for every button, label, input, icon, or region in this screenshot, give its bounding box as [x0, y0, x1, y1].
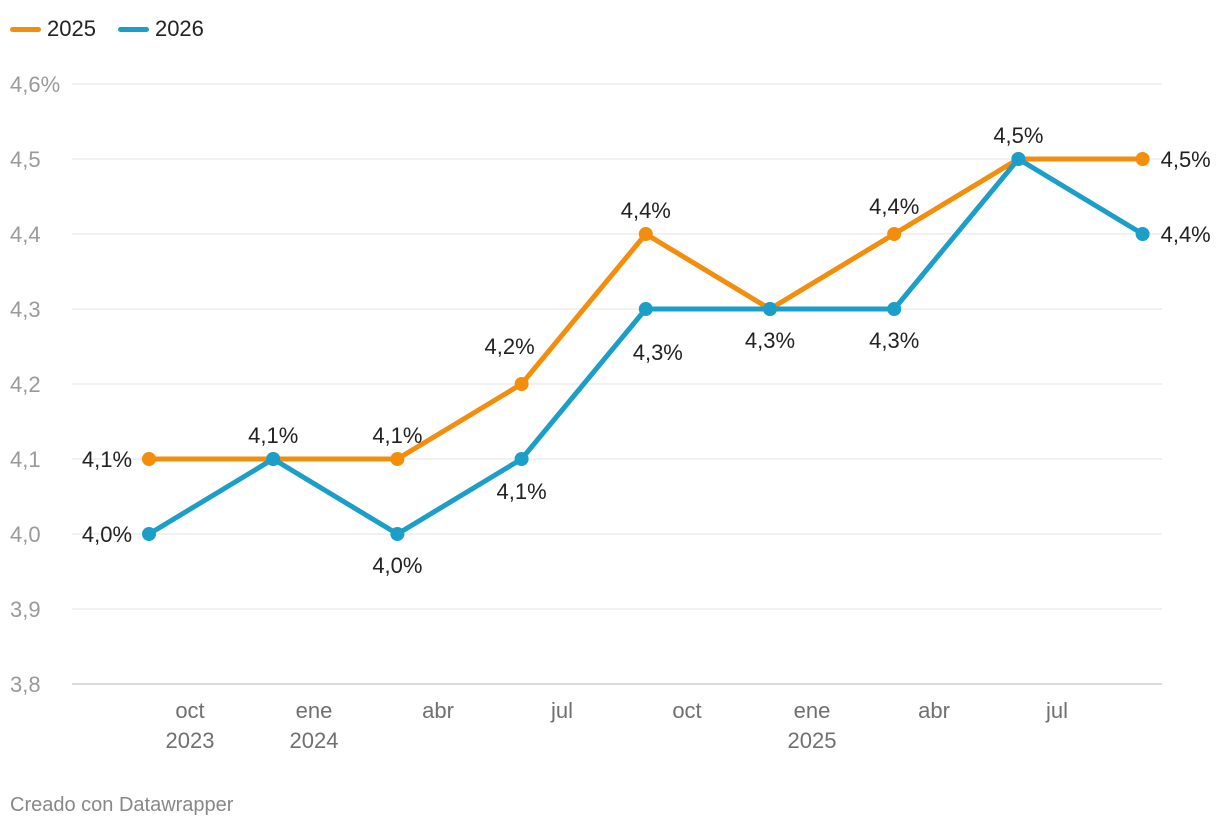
data-point-2026[interactable]: [266, 452, 281, 466]
y-tick-label: 4,1: [10, 447, 41, 472]
data-point-2025[interactable]: [390, 452, 405, 466]
y-tick-label: 3,9: [10, 597, 41, 622]
x-axis: oct 2023 ene 2024 abr jul oct ene 2025 abr jul: [166, 698, 1068, 753]
y-axis: 4,6% 4,5 4,4 4,3 4,2 4,1 4,0 3,9 3,8: [10, 72, 60, 697]
data-label-2025: 4,5%: [1161, 147, 1211, 172]
data-label-2025: 4,2%: [485, 334, 535, 359]
data-point-2025[interactable]: [1135, 152, 1150, 166]
data-point-2026[interactable]: [514, 452, 529, 466]
data-point-2025[interactable]: [887, 227, 902, 241]
legend-item-2025: 2025: [10, 16, 96, 42]
legend-label-2026: 2026: [154, 16, 204, 41]
data-label-2025: 4,1%: [82, 447, 132, 472]
data-label-2026: 4,3%: [869, 328, 919, 353]
data-point-2026[interactable]: [763, 302, 777, 316]
x-tick-month: ene: [794, 698, 831, 723]
data-point-2026[interactable]: [1011, 152, 1026, 166]
data-label-2026: 4,1%: [497, 479, 547, 504]
x-tick-month: ene: [296, 698, 333, 723]
data-label-2025: 4,4%: [621, 198, 671, 223]
data-label-2026: 4,0%: [82, 522, 132, 547]
data-point-2025[interactable]: [514, 377, 529, 391]
x-tick-month: jul: [550, 698, 573, 723]
data-point-2026[interactable]: [638, 302, 653, 316]
data-label-2026: 4,3%: [745, 328, 795, 353]
y-tick-label: 4,2: [10, 372, 41, 397]
y-tick-label: 4,5: [10, 147, 41, 172]
y-tick-label: 4,4: [10, 222, 41, 247]
data-point-2026[interactable]: [887, 302, 902, 316]
gridlines: [72, 83, 1162, 685]
data-label-2026: 4,0%: [372, 553, 422, 578]
data-point-2025[interactable]: [142, 452, 156, 466]
data-point-2026[interactable]: [390, 527, 405, 541]
x-tick-year: 2024: [290, 728, 339, 753]
footer-credit[interactable]: Creado con Datawrapper: [10, 794, 234, 816]
legend-swatch-2026: [117, 26, 149, 32]
y-tick-label: 4,3: [10, 297, 41, 322]
data-labels: 4,1% 4,1% 4,1% 4,2% 4,4% 4,4% 4,5% 4,5% 4,0% 4,0%…: [82, 123, 1211, 578]
x-tick-month: abr: [422, 698, 454, 723]
legend-label-2025: 2025: [47, 16, 96, 41]
x-tick-year: 2023: [166, 728, 215, 753]
data-label-2025: 4,1%: [372, 423, 422, 448]
data-label-2026: 4,4%: [1161, 222, 1211, 247]
legend-swatch-2025: [10, 26, 41, 32]
data-point-2026[interactable]: [142, 527, 156, 541]
data-label-2025: 4,4%: [869, 194, 919, 219]
x-tick-month: oct: [175, 698, 204, 723]
x-tick-year: 2025: [788, 728, 837, 753]
y-tick-label: 3,8: [10, 672, 41, 697]
x-tick-month: abr: [918, 698, 950, 723]
y-tick-label: 4,6%: [10, 72, 60, 97]
x-tick-month: oct: [672, 698, 701, 723]
data-label-2025: 4,1%: [248, 423, 298, 448]
data-point-2025[interactable]: [638, 227, 653, 241]
y-tick-label: 4,0: [10, 522, 41, 547]
data-label-2025: 4,5%: [993, 123, 1043, 148]
legend-item-2026: 2026: [117, 16, 204, 42]
data-point-2026[interactable]: [1135, 227, 1150, 241]
x-tick-month: jul: [1045, 698, 1068, 723]
chart-legend: 2025 2026: [10, 14, 204, 44]
data-label-2026: 4,3%: [633, 340, 683, 365]
series-points: [142, 152, 1150, 541]
